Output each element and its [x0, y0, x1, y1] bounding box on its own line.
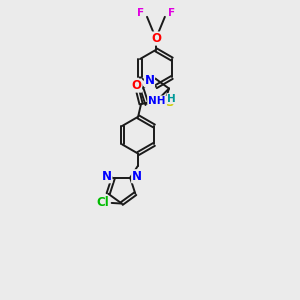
Text: N: N [102, 170, 112, 183]
Text: S: S [166, 97, 174, 110]
Text: N: N [132, 170, 142, 183]
Text: O: O [132, 79, 142, 92]
Text: Cl: Cl [96, 196, 109, 209]
Text: H: H [167, 94, 176, 103]
Text: NH: NH [148, 96, 165, 106]
Text: O: O [151, 32, 161, 45]
Text: N: N [145, 74, 154, 87]
Text: F: F [168, 8, 175, 18]
Text: F: F [137, 8, 144, 18]
